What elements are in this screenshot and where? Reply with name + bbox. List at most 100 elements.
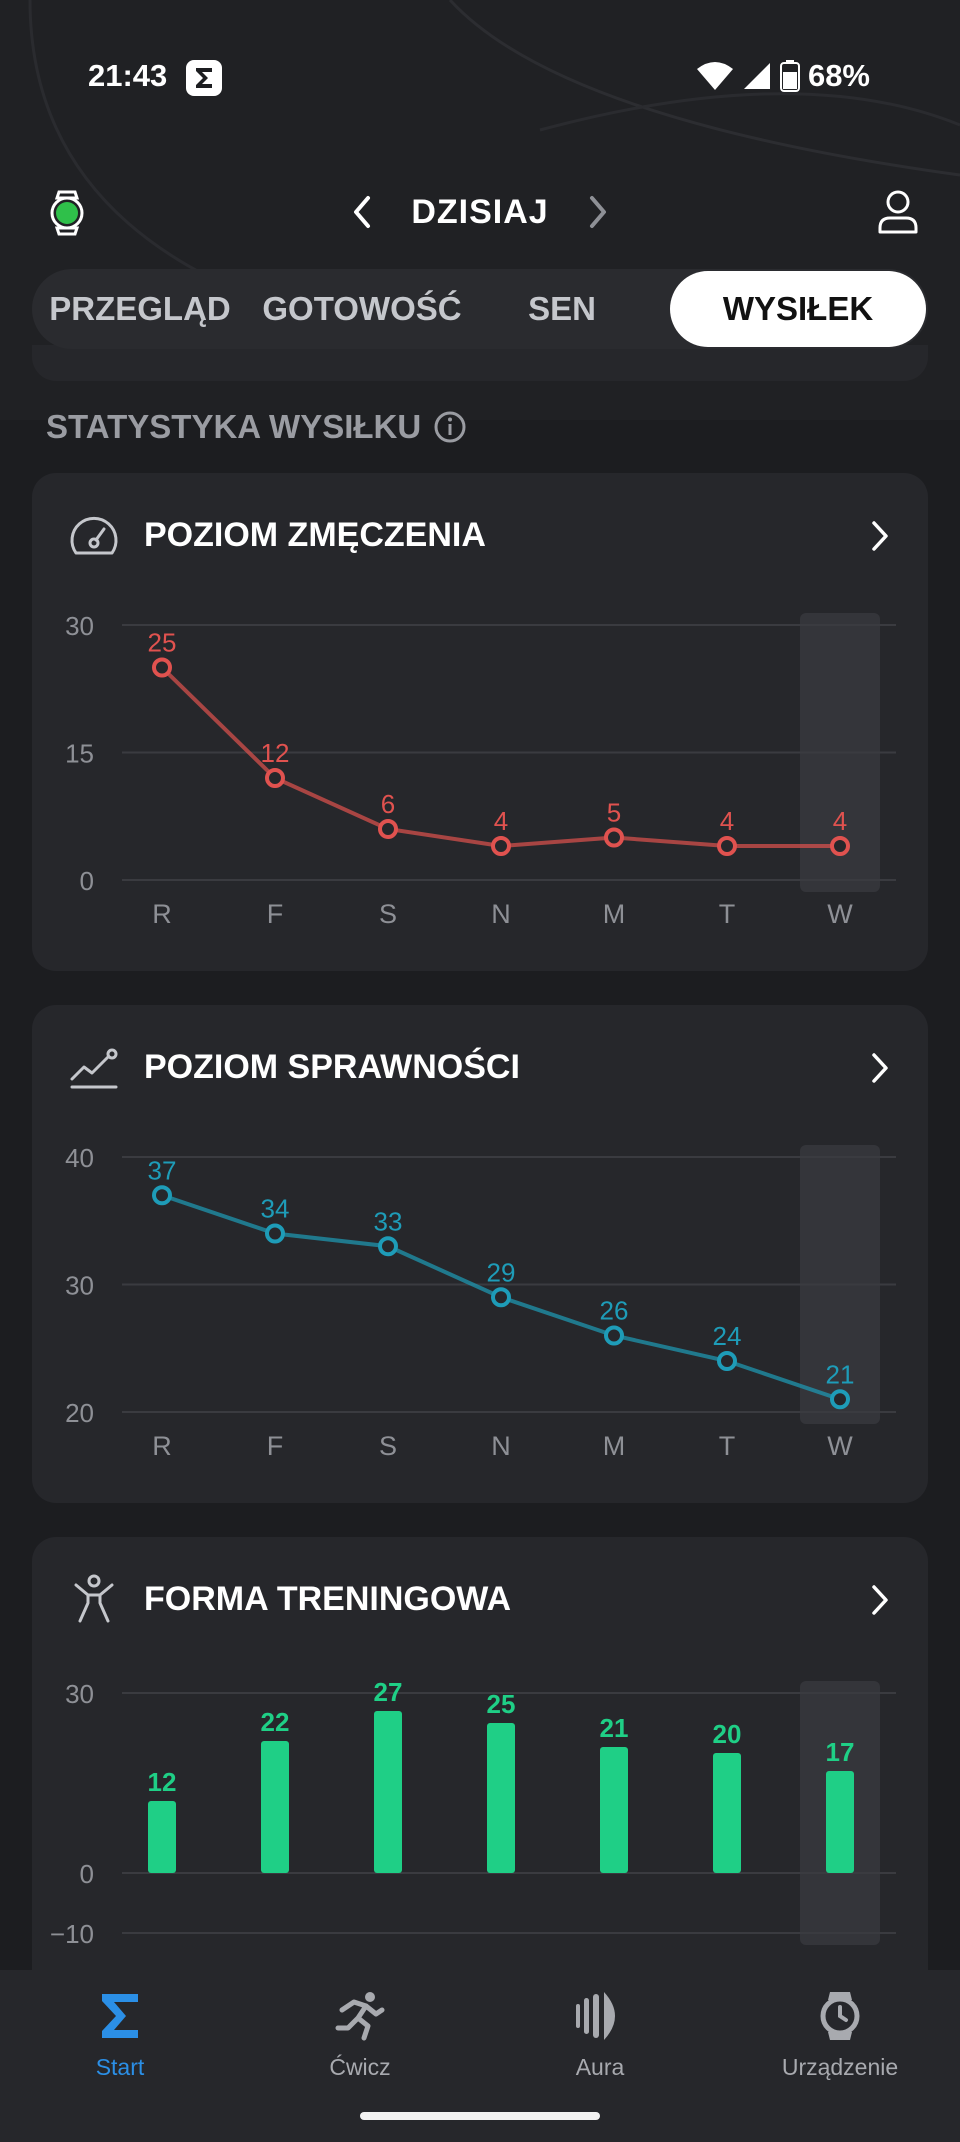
data-label: 6 xyxy=(381,789,395,819)
chevron-right-icon[interactable] xyxy=(868,519,892,553)
card-fatigue[interactable]: POZIOM ZMĘCZENIA 0 15 30 R F S N M T W 25 12 6 4 5 4 4 xyxy=(32,473,928,971)
data-label: 29 xyxy=(487,1257,516,1287)
date-label: DZISIAJ xyxy=(411,192,549,231)
y-tick-label: 30 xyxy=(65,611,94,641)
card-fitness[interactable]: POZIOM SPRAWNOŚCI 20 30 40 R F S N M T W 37 34 33 29 2… xyxy=(32,1005,928,1503)
tabs-underlay xyxy=(32,345,928,381)
top-navigation: DZISIAJ xyxy=(0,180,960,244)
chevron-right-icon[interactable] xyxy=(586,194,610,230)
tab-wysilek[interactable]: WYSIŁEK xyxy=(670,271,926,347)
data-label: 34 xyxy=(261,1194,290,1224)
nav-label: Ćwicz xyxy=(329,2054,391,2080)
y-tick-label: −10 xyxy=(50,1919,94,1949)
data-point xyxy=(830,836,850,856)
section-title-text: STATYSTYKA WYSIŁKU xyxy=(46,408,422,445)
nav-label: Aura xyxy=(575,2054,625,2080)
y-tick-label: 30 xyxy=(65,1271,94,1301)
section-title: STATYSTYKA WYSIŁKU xyxy=(46,408,467,446)
date-navigator: DZISIAJ xyxy=(350,180,610,244)
data-point xyxy=(717,1351,737,1371)
watch-connected-icon[interactable] xyxy=(46,188,88,238)
data-label: 4 xyxy=(833,806,847,836)
y-tick-label: 0 xyxy=(80,1859,94,1889)
y-tick-label: 40 xyxy=(65,1143,94,1173)
card-header: FORMA TRENINGOWA xyxy=(68,1571,892,1627)
tab-sen[interactable]: SEN xyxy=(528,290,596,327)
data-label: 24 xyxy=(713,1321,742,1351)
data-point xyxy=(265,1223,285,1244)
x-tick-label: M xyxy=(603,1431,626,1461)
nav-label: Urządzenie xyxy=(781,2054,899,2080)
data-point xyxy=(378,1236,398,1257)
segment-tabs: PRZEGLĄD GOTOWOŚĆ SEN WYSIŁEK xyxy=(32,269,928,349)
bar xyxy=(713,1753,741,1873)
data-point xyxy=(604,827,624,848)
data-point xyxy=(830,1389,850,1410)
watch-icon xyxy=(820,1992,860,2040)
nav-urzadzenie[interactable]: Urządzenie xyxy=(740,1988,940,2081)
bar xyxy=(261,1741,289,1873)
y-tick-label: 20 xyxy=(65,1398,94,1428)
profile-icon[interactable] xyxy=(876,188,920,238)
data-label: 12 xyxy=(261,738,290,768)
bar xyxy=(148,1801,176,1873)
chevron-left-icon[interactable] xyxy=(350,194,374,230)
signal-icon xyxy=(743,63,770,89)
data-label: 20 xyxy=(713,1719,742,1749)
x-tick-label: N xyxy=(491,1431,511,1461)
data-point xyxy=(265,768,285,788)
tab-gotowosc[interactable]: GOTOWOŚĆ xyxy=(262,290,462,327)
x-tick-label: R xyxy=(152,899,172,929)
y-tick-label: 0 xyxy=(80,866,94,896)
card-training-form[interactable]: FORMA TRENINGOWA −10030RFSNMTW1222272521… xyxy=(32,1537,928,2017)
nav-cwicz[interactable]: Ćwicz xyxy=(260,1988,460,2081)
x-tick-label: S xyxy=(379,1431,397,1461)
data-point xyxy=(152,657,172,678)
nav-aura[interactable]: Aura xyxy=(500,1988,700,2081)
data-point xyxy=(604,1325,624,1346)
x-tick-label: T xyxy=(719,1431,736,1461)
card-header: POZIOM ZMĘCZENIA xyxy=(68,507,892,563)
training-form-chart: −10030RFSNMTW12222725212017 xyxy=(50,1677,896,2017)
card-title: POZIOM ZMĘCZENIA xyxy=(144,515,486,554)
data-point xyxy=(152,1185,172,1206)
bar xyxy=(826,1771,854,1873)
bar xyxy=(487,1723,515,1873)
fatigue-chart: 0 15 30 R F S N M T W 25 12 6 4 5 4 4 xyxy=(65,611,896,929)
card-title: POZIOM SPRAWNOŚCI xyxy=(144,1047,520,1086)
battery-percent: 68% xyxy=(807,58,870,93)
tab-przeglad[interactable]: PRZEGLĄD xyxy=(49,290,231,327)
aura-icon xyxy=(576,1992,615,2040)
y-tick-label: 30 xyxy=(65,1679,94,1709)
x-tick-label: F xyxy=(267,1431,284,1461)
data-label: 4 xyxy=(494,806,508,836)
x-tick-label: R xyxy=(152,1431,172,1461)
nav-label: Start xyxy=(95,2054,145,2080)
data-label: 33 xyxy=(374,1206,403,1236)
data-label: 21 xyxy=(600,1713,629,1743)
data-label: 26 xyxy=(600,1296,629,1326)
nav-start[interactable]: Start xyxy=(20,1988,220,2081)
chevron-right-icon[interactable] xyxy=(868,1583,892,1617)
data-label: 5 xyxy=(607,798,621,828)
data-point xyxy=(491,1287,511,1308)
y-tick-label: 15 xyxy=(65,739,94,769)
status-time: 21:43 xyxy=(88,58,168,93)
data-label: 4 xyxy=(720,806,734,836)
battery-icon xyxy=(779,60,800,92)
card-header: POZIOM SPRAWNOŚCI xyxy=(68,1039,892,1095)
home-indicator xyxy=(360,2112,600,2120)
x-tick-label: W xyxy=(827,899,853,929)
x-tick-label: M xyxy=(603,899,626,929)
card-title: FORMA TRENINGOWA xyxy=(144,1579,512,1618)
trend-icon xyxy=(70,1048,118,1089)
x-tick-label: N xyxy=(491,899,511,929)
data-label: 12 xyxy=(148,1767,177,1797)
data-label: 21 xyxy=(826,1359,855,1389)
info-icon[interactable] xyxy=(433,410,467,444)
data-label: 25 xyxy=(487,1689,516,1719)
status-bar: 21:43 68% xyxy=(0,50,960,106)
status-indicators: 68% xyxy=(696,58,870,94)
chevron-right-icon[interactable] xyxy=(868,1051,892,1085)
figure-icon xyxy=(74,1574,114,1623)
